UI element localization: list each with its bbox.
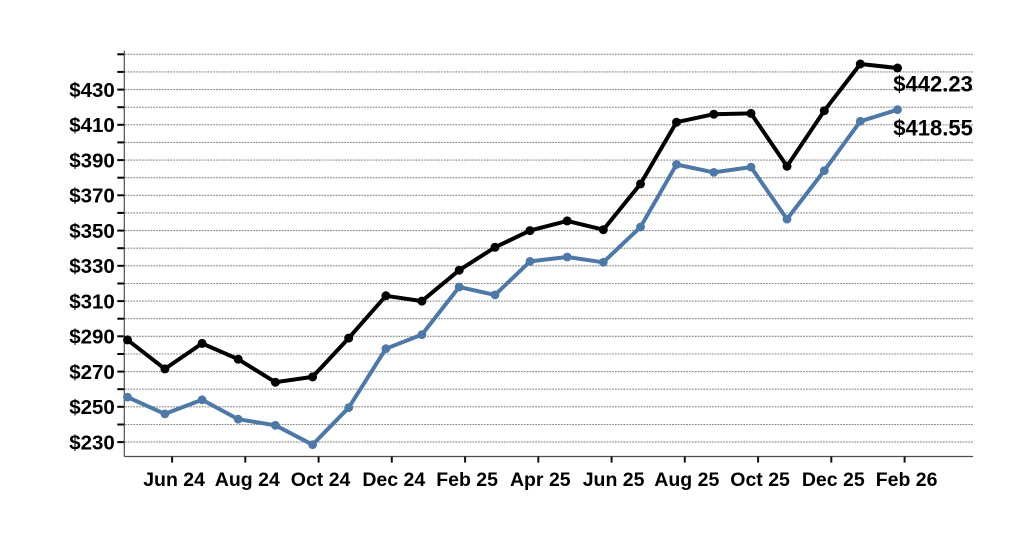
svg-text:Oct 25: Oct 25 bbox=[730, 469, 790, 491]
svg-text:Dec 24: Dec 24 bbox=[362, 469, 425, 491]
svg-text:Dec 25: Dec 25 bbox=[802, 469, 865, 491]
svg-text:$390: $390 bbox=[69, 149, 115, 172]
svg-text:$370: $370 bbox=[69, 185, 115, 208]
svg-text:Aug 25: Aug 25 bbox=[654, 469, 719, 491]
svg-text:$442.23: $442.23 bbox=[893, 71, 973, 96]
svg-text:$410: $410 bbox=[69, 114, 115, 137]
svg-text:$418.55: $418.55 bbox=[893, 116, 973, 141]
svg-text:Jun 24: Jun 24 bbox=[143, 469, 205, 491]
svg-text:$230: $230 bbox=[69, 431, 115, 454]
svg-text:$330: $330 bbox=[69, 255, 115, 278]
svg-text:$430: $430 bbox=[69, 79, 115, 102]
svg-text:Aug 24: Aug 24 bbox=[215, 469, 280, 491]
svg-text:Feb 25: Feb 25 bbox=[436, 469, 498, 491]
svg-text:$350: $350 bbox=[69, 220, 115, 243]
svg-text:$270: $270 bbox=[69, 361, 115, 384]
svg-text:$310: $310 bbox=[69, 290, 115, 313]
svg-text:Apr 25: Apr 25 bbox=[510, 469, 571, 491]
svg-text:Jun 25: Jun 25 bbox=[583, 469, 645, 491]
svg-text:$290: $290 bbox=[69, 326, 115, 349]
svg-text:Oct 24: Oct 24 bbox=[291, 469, 351, 491]
svg-text:Feb 26: Feb 26 bbox=[876, 469, 938, 491]
svg-text:$250: $250 bbox=[69, 396, 115, 419]
